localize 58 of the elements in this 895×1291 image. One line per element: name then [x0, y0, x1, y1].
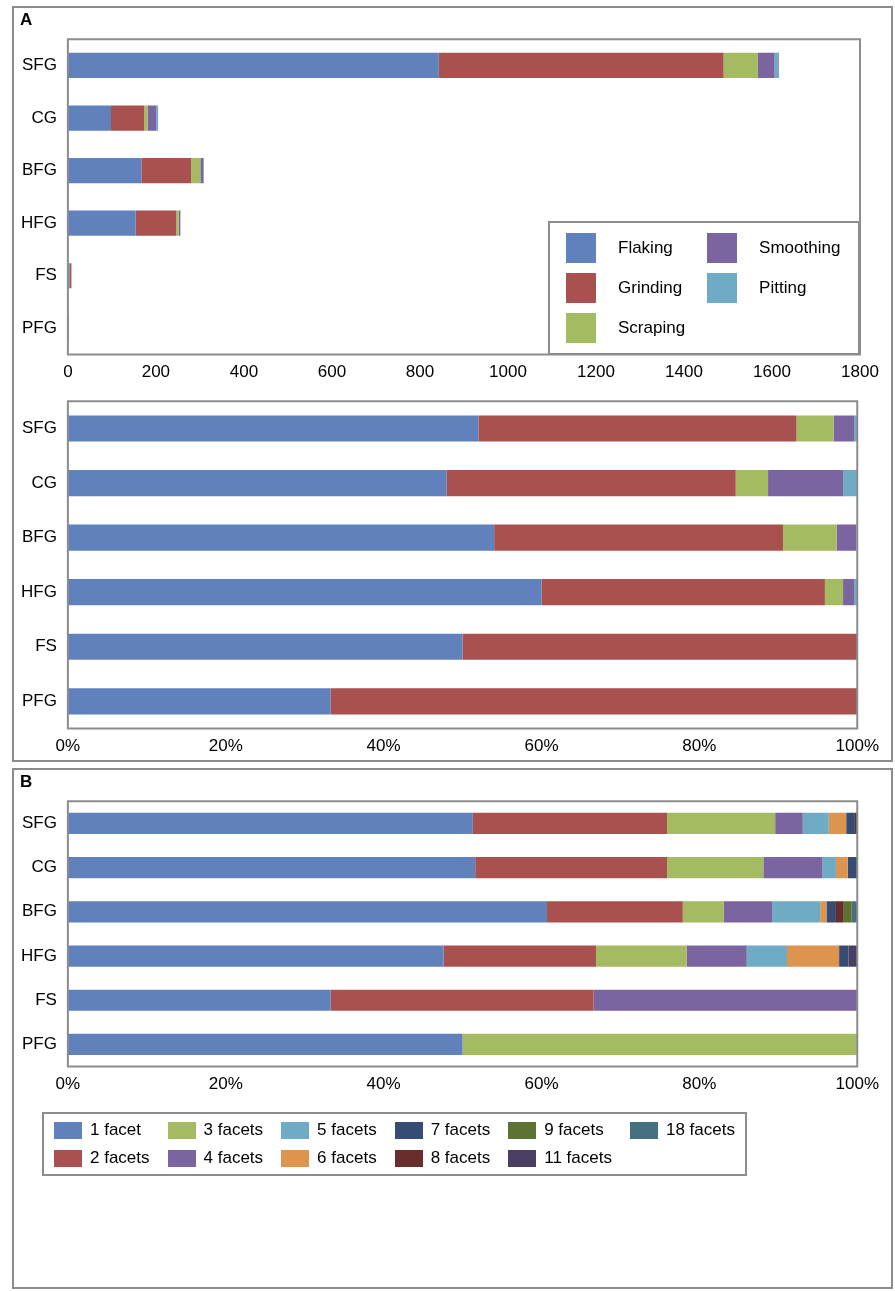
legend-label: Smoothing — [759, 237, 841, 258]
y-tick-label: CG — [31, 107, 57, 127]
legend-label: 7 facets — [430, 1120, 491, 1140]
x-tick-label: 1800 — [841, 362, 879, 382]
text: A — [20, 10, 33, 30]
legend-label: 4 facets — [203, 1148, 264, 1168]
y-tick-label: FS — [35, 989, 57, 1009]
x-tick-label: 400 — [229, 362, 259, 382]
x-tick-label: 1200 — [577, 362, 615, 382]
y-tick-label: HFG — [20, 581, 57, 601]
legend-label: 2 facets — [90, 1148, 150, 1168]
y-tick-label: PFG — [21, 691, 57, 710]
x-tick-label: 100% — [835, 736, 879, 756]
y-tick-label: PFG — [21, 318, 57, 337]
legend-label: Grinding — [618, 277, 683, 298]
x-tick-label: 0% — [55, 736, 81, 756]
y-tick-label: HFG — [20, 212, 57, 232]
legend-label: 5 facets — [317, 1120, 377, 1140]
x-tick-label: 0 — [63, 362, 73, 382]
y-tick-label: CG — [31, 857, 57, 877]
legend-label: 18 facets — [665, 1120, 735, 1140]
x-tick-label: 60% — [524, 736, 559, 756]
y-tick-label: SFG — [21, 55, 57, 75]
y-tick-label: BFG — [21, 901, 57, 921]
text: B — [20, 772, 33, 792]
x-tick-label: 1000 — [489, 362, 527, 382]
x-tick-label: 80% — [682, 736, 717, 756]
y-tick-label: BFG — [21, 527, 57, 547]
x-tick-label: 1400 — [665, 362, 703, 382]
x-tick-label: 80% — [682, 1074, 717, 1094]
y-tick-label: BFG — [21, 160, 57, 180]
y-tick-label: SFG — [21, 418, 57, 438]
y-tick-label: CG — [31, 472, 57, 492]
x-tick-label: 20% — [208, 1074, 243, 1094]
x-tick-label: 1600 — [753, 362, 791, 382]
legend-label: 9 facets — [544, 1120, 604, 1140]
x-tick-label: 0% — [55, 1074, 81, 1094]
legend-label: Pitting — [759, 277, 807, 298]
legend-label: 11 facets — [544, 1148, 612, 1168]
legend-label: 8 facets — [430, 1148, 491, 1168]
legend-label: Flaking — [618, 237, 673, 258]
x-tick-label: 40% — [366, 736, 401, 756]
y-tick-label: FS — [35, 636, 57, 656]
y-tick-label: SFG — [21, 813, 57, 832]
y-tick-label: FS — [35, 265, 57, 285]
x-tick-label: 800 — [405, 362, 435, 382]
x-tick-label: 40% — [366, 1074, 401, 1094]
legend-label: 3 facets — [203, 1120, 264, 1140]
legend-label: Scraping — [618, 317, 686, 338]
x-tick-label: 20% — [208, 736, 243, 756]
x-tick-label: 60% — [524, 1074, 559, 1094]
x-tick-label: 600 — [317, 362, 347, 382]
legend-label: 6 facets — [317, 1148, 377, 1168]
y-tick-label: HFG — [20, 945, 57, 965]
x-tick-label: 200 — [141, 362, 171, 382]
legend-label: 1 facet — [90, 1120, 142, 1140]
x-tick-label: 100% — [835, 1074, 879, 1094]
y-tick-label: PFG — [21, 1034, 57, 1054]
